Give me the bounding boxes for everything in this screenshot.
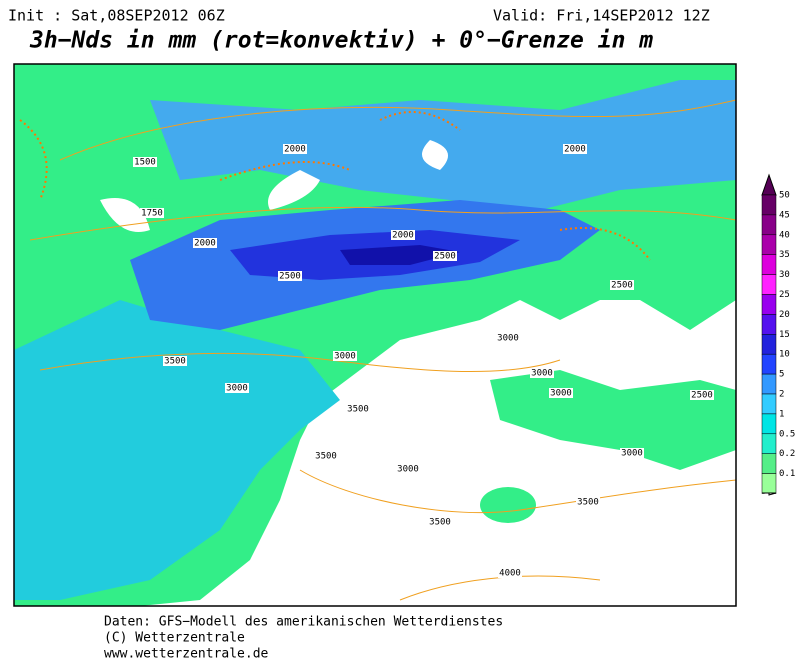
contour-label-box — [314, 451, 338, 461]
contour-label-box — [563, 144, 587, 154]
legend-swatch — [761, 274, 777, 295]
footer-line: (C) Wetterzentrale — [104, 631, 245, 646]
contour-label: 2000 — [194, 239, 216, 249]
contour-label: 1750 — [141, 209, 163, 219]
contour-label-box — [433, 251, 457, 261]
contour-label-box — [549, 388, 573, 398]
contour-label-box — [391, 230, 415, 240]
contour-label: 3000 — [621, 449, 643, 459]
legend-label: 50 — [779, 191, 790, 201]
contour-labels: 1500 1750 2000 2000 2000 2000 2500 2500 2500 2500… — [133, 144, 714, 579]
legend-label: 30 — [779, 270, 790, 280]
map — [13, 63, 737, 607]
contour-label-box — [278, 271, 302, 281]
contour-label-box — [193, 238, 217, 248]
contour-label-box — [346, 404, 370, 414]
contour-label-box — [496, 333, 520, 343]
contour-label: 3500 — [577, 498, 599, 508]
precip-area — [340, 245, 460, 265]
contour-label-box — [620, 448, 644, 458]
contour-label: 3000 — [497, 334, 519, 344]
contour-label-box — [498, 568, 522, 578]
legend-label: 40 — [779, 230, 790, 240]
contour-label: 2000 — [392, 231, 414, 241]
contour-label: 3000 — [334, 352, 356, 362]
legend-label: 0.2 — [779, 449, 795, 459]
legend-label: 25 — [779, 290, 790, 300]
legend-swatch — [761, 254, 777, 275]
precip-area — [14, 300, 340, 600]
init-time: Init : Sat,08SEP2012 06Z — [8, 7, 225, 25]
legend-swatch — [761, 194, 777, 216]
legend-swatch — [761, 413, 777, 435]
legend-swatch — [761, 334, 777, 355]
contour-label-box — [333, 351, 357, 361]
legend-label: 5 — [779, 370, 784, 380]
legend-label: 0.5 — [779, 429, 795, 439]
legend-swatch — [761, 473, 777, 494]
contour-label: 3500 — [315, 452, 337, 462]
contour-label: 2000 — [564, 145, 586, 155]
freezing-level-contour — [29, 99, 737, 601]
legend-label: 15 — [779, 330, 790, 340]
contour-label: 3000 — [397, 465, 419, 475]
legend-swatch — [761, 234, 777, 255]
contour-label: 3500 — [347, 405, 369, 415]
contour-label: 4000 — [499, 569, 521, 579]
contour-label: 3000 — [226, 384, 248, 394]
contour-label-box — [396, 464, 420, 474]
legend-label: 45 — [779, 210, 790, 220]
precip-area — [480, 487, 536, 523]
legend-swatch — [761, 353, 777, 375]
legend-label: 10 — [779, 350, 790, 360]
contour-label-box — [225, 383, 249, 393]
legend-label: 1 — [779, 409, 784, 419]
convective-contour — [19, 111, 651, 261]
legend-tail — [762, 492, 777, 496]
contour-label: 3500 — [429, 518, 451, 528]
legend: 50 45 40 35 30 25 20 15 10 5 2 1 0.5 0.2 0.1 — [761, 173, 795, 496]
legend-swatch — [761, 294, 777, 315]
contour-label-box — [576, 497, 600, 507]
legend-swatch — [761, 453, 777, 474]
legend-swatch — [761, 314, 777, 335]
contour-label: 2000 — [284, 145, 306, 155]
contour-label: 2500 — [691, 391, 713, 401]
legend-cap — [761, 173, 777, 196]
contour-label-box — [610, 280, 634, 290]
legend-label: 20 — [779, 310, 790, 320]
valid-time: Valid: Fri,14SEP2012 12Z — [493, 7, 710, 25]
precip-area — [150, 80, 736, 210]
contour-label-box — [690, 390, 714, 400]
contour-label: 2500 — [434, 252, 456, 262]
legend-swatch — [761, 373, 777, 395]
contour-label: 2500 — [611, 281, 633, 291]
map-frame — [13, 63, 737, 607]
legend-label: 0.1 — [779, 469, 795, 479]
legend-swatch — [761, 214, 777, 236]
map-title: 3h−Nds in mm (rot=konvektiv) + 0°−Grenze… — [29, 28, 653, 54]
contour-label: 3000 — [531, 369, 553, 379]
contour-label: 3000 — [550, 389, 572, 399]
legend-label: 2 — [779, 390, 784, 400]
contour-label-box — [163, 356, 187, 366]
legend-swatch — [761, 393, 777, 415]
contour-label: 2500 — [279, 272, 301, 282]
legend-label: 35 — [779, 250, 790, 260]
footer-line: Daten: GFS−Modell des amerikanischen Wet… — [104, 615, 503, 630]
contour-label: 1500 — [134, 158, 156, 168]
footer-line: www.wetterzentrale.de — [104, 647, 269, 662]
contour-label-box — [140, 208, 164, 218]
legend-swatch — [761, 433, 777, 454]
contour-label-box — [283, 144, 307, 154]
contour-label-box — [530, 368, 554, 378]
contour-label-box — [428, 517, 452, 527]
contour-label: 3500 — [164, 357, 186, 367]
land — [100, 140, 448, 232]
contour-label-box — [133, 157, 157, 167]
